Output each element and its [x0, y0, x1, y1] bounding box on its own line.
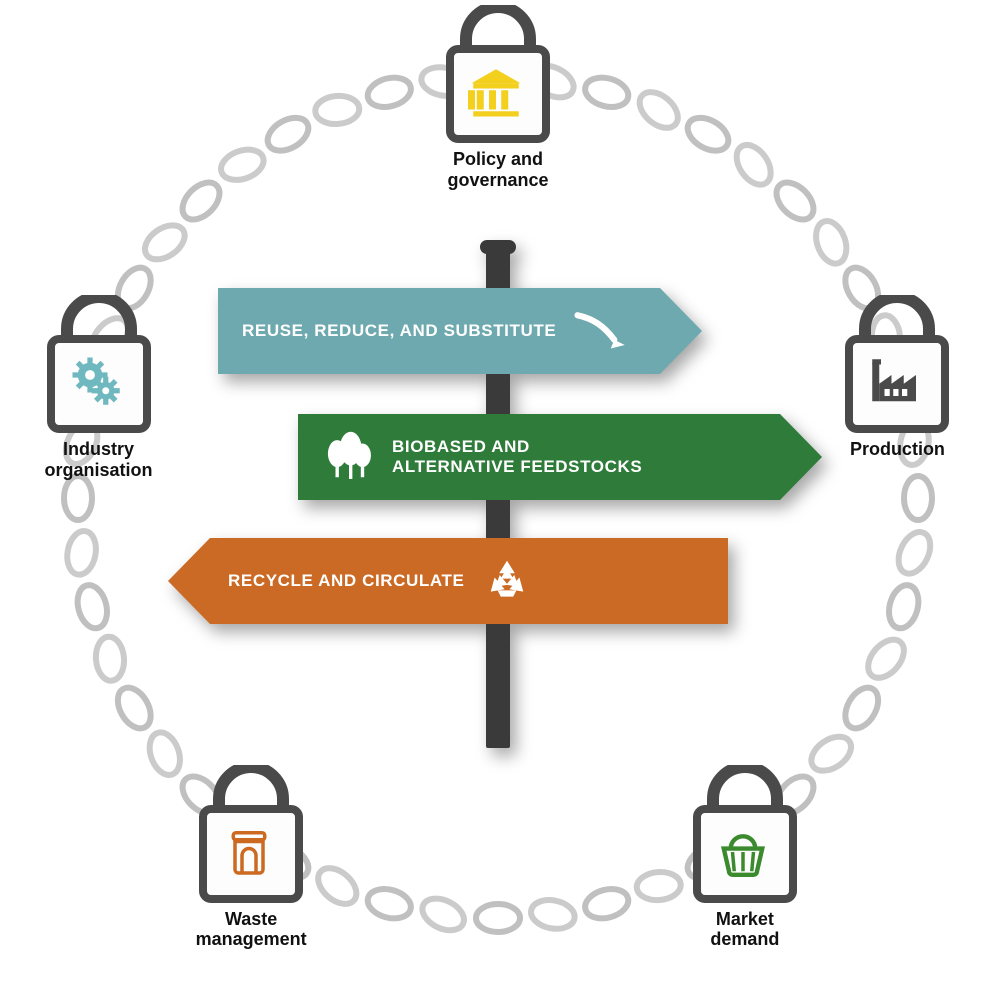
lock-label-production: Production: [807, 439, 987, 460]
lock-production: [839, 295, 955, 439]
recycle-icon: [482, 556, 532, 606]
bank-icon: [468, 64, 528, 120]
sign-biobased: BIOBASED AND ALTERNATIVE FEEDSTOCKS: [298, 414, 822, 500]
sign-recycle: RECYCLE AND CIRCULATE: [168, 538, 728, 624]
sign-label-recycle: RECYCLE AND CIRCULATE: [228, 571, 464, 591]
lock-market: [687, 765, 803, 909]
lock-label-waste: Wastemanagement: [161, 909, 341, 950]
sign-reuse: REUSE, REDUCE, AND SUBSTITUTE: [218, 288, 702, 374]
lock-label-policy: Policy andgovernance: [408, 149, 588, 190]
factory-icon: [867, 354, 927, 410]
sign-label-biobased: BIOBASED AND ALTERNATIVE FEEDSTOCKS: [392, 437, 642, 476]
arrow-decline-icon: [574, 307, 630, 355]
lock-industry: [41, 295, 157, 439]
gears-icon: [69, 354, 129, 410]
lock-waste: [193, 765, 309, 909]
trees-icon: [322, 430, 376, 484]
signpost: REUSE, REDUCE, AND SUBSTITUTE BIOBASED A…: [178, 238, 818, 758]
lock-label-industry: Industryorganisation: [9, 439, 189, 480]
bin-icon: [221, 824, 281, 880]
lock-policy: [440, 5, 556, 149]
sign-label-reuse: REUSE, REDUCE, AND SUBSTITUTE: [242, 321, 556, 341]
lock-label-market: Marketdemand: [655, 909, 835, 950]
basket-icon: [715, 824, 775, 880]
